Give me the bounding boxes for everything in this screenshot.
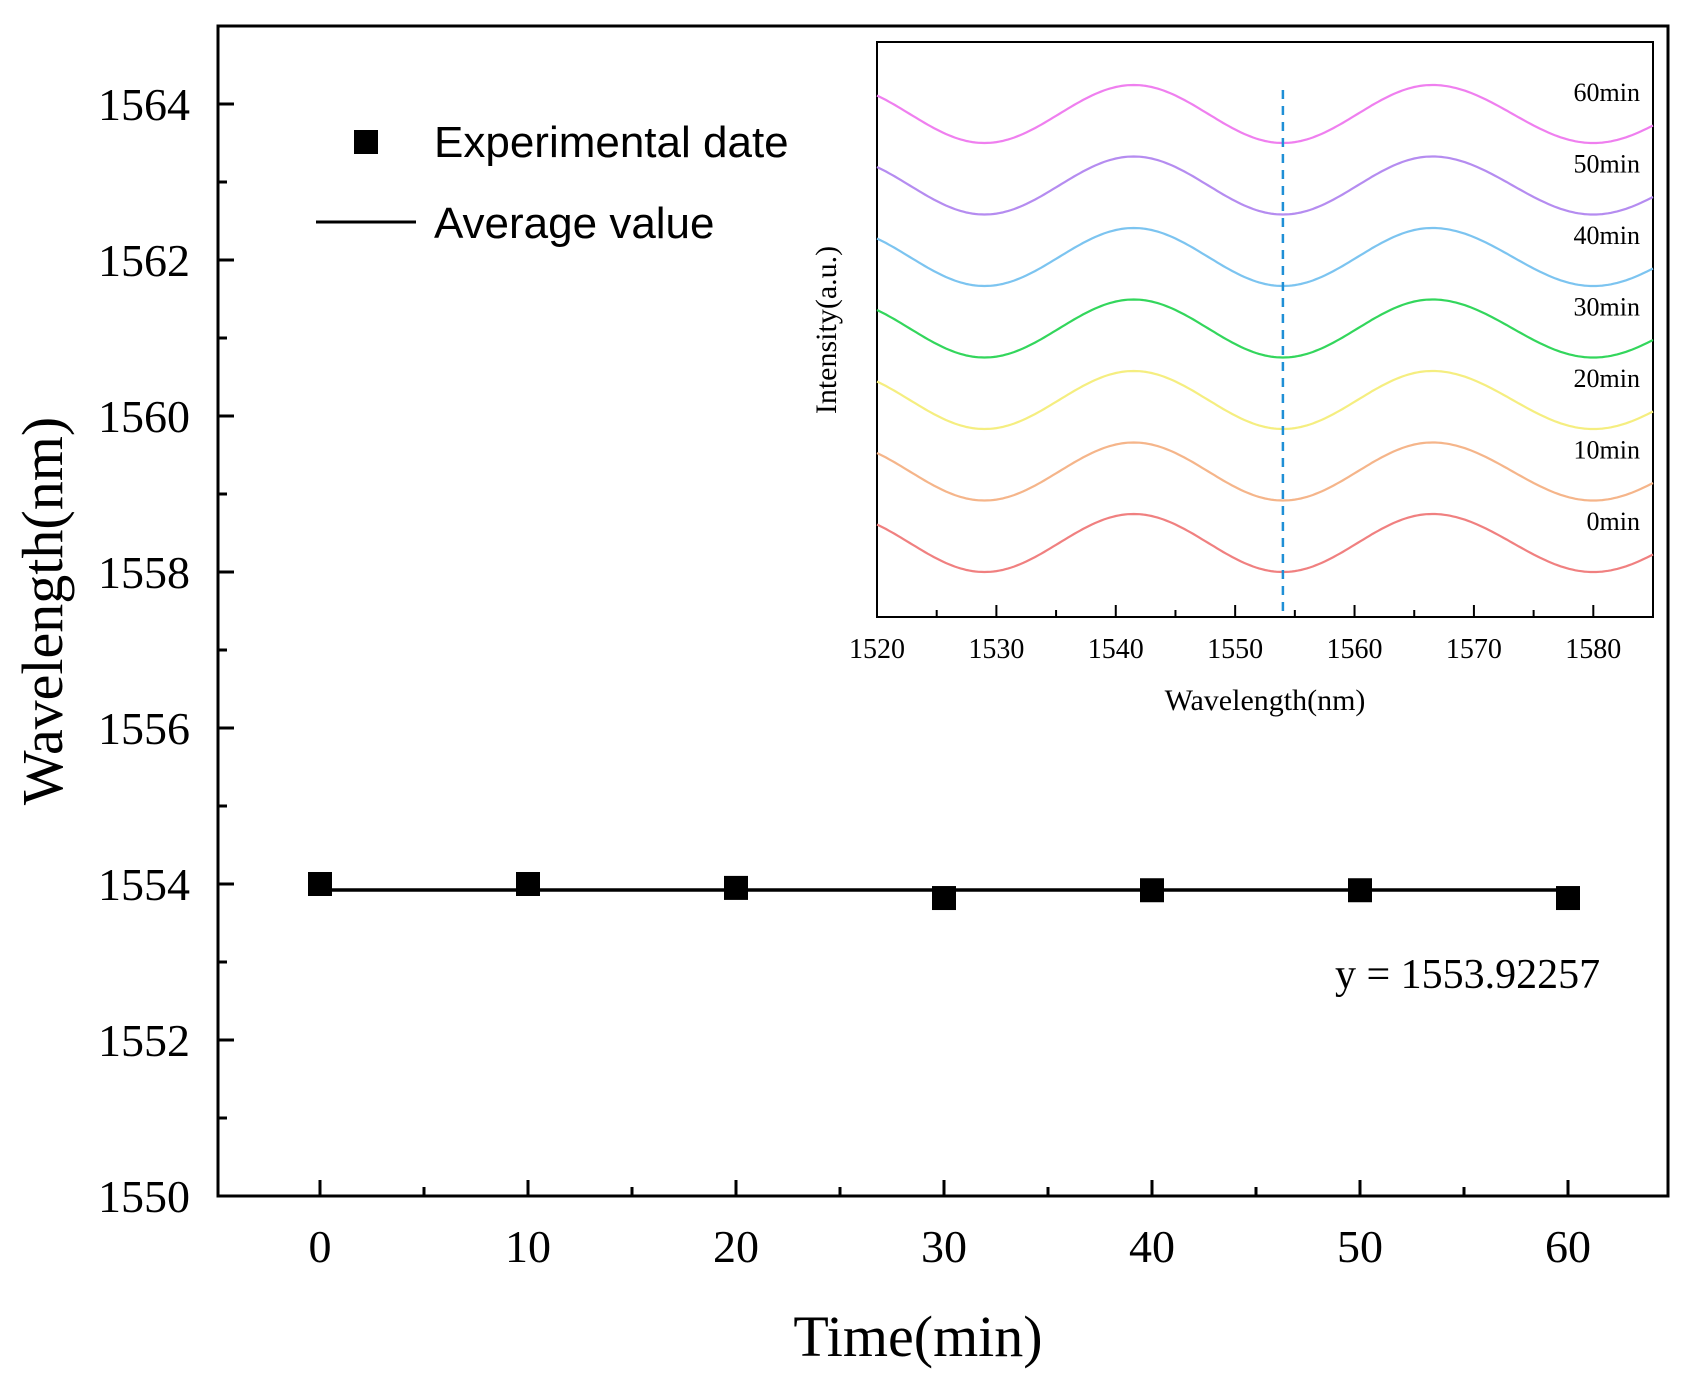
legend-label-average: Average value xyxy=(434,199,715,248)
inset-curve-50min xyxy=(876,155,1654,216)
experimental-data-point xyxy=(1556,886,1580,911)
inset-x-tick-label: 1540 xyxy=(1088,634,1144,665)
main-y-ticks: 1550 1552 1554 1556 1558 1560 1562 1564 xyxy=(98,24,234,1222)
experimental-data-point xyxy=(1348,878,1372,903)
main-y-tick-label: 1552 xyxy=(98,1015,190,1066)
main-y-axis-title: Wavelength(nm) xyxy=(10,417,75,805)
experimental-data-point xyxy=(1140,878,1164,903)
experimental-data-point xyxy=(308,872,332,896)
inset-y-axis-title: Intensity(a.u.) xyxy=(810,246,843,414)
main-x-axis-title: Time(min) xyxy=(793,1304,1042,1369)
inset-curve-0min xyxy=(876,512,1654,574)
inset-x-tick-label: 1520 xyxy=(849,634,905,665)
main-y-tick-label: 1550 xyxy=(98,1171,190,1222)
main-y-tick-label: 1564 xyxy=(98,79,190,130)
average-value-annotation: y = 1553.92257 xyxy=(1335,952,1600,998)
inset-x-axis-title: Wavelength(nm) xyxy=(1165,684,1366,717)
main-y-tick-label: 1556 xyxy=(98,703,190,754)
inset-x-tick-label: 1550 xyxy=(1207,634,1263,665)
inset-x-tick-label: 1570 xyxy=(1446,634,1502,665)
inset-x-tick-label: 1560 xyxy=(1327,634,1383,665)
main-y-tick-label: 1558 xyxy=(98,547,190,598)
inset-x-tick-label: 1530 xyxy=(968,634,1024,665)
inset-curve-10min xyxy=(876,441,1654,502)
main-x-tick-label: 20 xyxy=(713,1221,759,1272)
main-x-tick-label: 30 xyxy=(921,1221,967,1272)
inset-curve-60min xyxy=(876,83,1654,145)
inset-curve-30min xyxy=(876,298,1654,359)
inset-curve-label: 10min xyxy=(1574,436,1640,465)
main-x-tick-label: 40 xyxy=(1129,1221,1175,1272)
inset-curve-label: 0min xyxy=(1587,507,1640,536)
inset-curve-label: 20min xyxy=(1574,364,1640,393)
inset-curve-label: 60min xyxy=(1574,78,1640,107)
main-x-tick-label: 60 xyxy=(1545,1221,1591,1272)
legend-label-experimental: Experimental date xyxy=(434,118,789,167)
experimental-data-point xyxy=(516,872,540,896)
main-y-tick-label: 1562 xyxy=(98,235,190,286)
inset-curve-20min xyxy=(876,369,1654,431)
experimental-data-point xyxy=(932,886,956,911)
inset-x-tick-label: 1580 xyxy=(1565,634,1621,665)
inset-spectrum-curves xyxy=(876,83,1654,574)
legend: Experimental date Average value xyxy=(316,118,789,248)
main-x-tick-label: 50 xyxy=(1337,1221,1383,1272)
inset-curve-label: 40min xyxy=(1574,221,1640,250)
inset-plot-frame xyxy=(876,41,1654,618)
inset-curve-label: 30min xyxy=(1574,293,1640,322)
experimental-data-point xyxy=(724,875,748,900)
experimental-points-group xyxy=(308,872,1580,911)
legend-marker-square xyxy=(354,130,378,154)
main-x-ticks: 0 10 20 30 40 50 60 xyxy=(309,1180,1591,1272)
main-x-tick-label: 10 xyxy=(505,1221,551,1272)
inset-curve-label: 50min xyxy=(1574,150,1640,179)
main-x-tick-label: 0 xyxy=(309,1221,332,1272)
inset-curve-40min xyxy=(876,226,1654,288)
main-y-tick-label: 1554 xyxy=(98,859,190,910)
inset-x-ticks: 1520 1530 1540 1550 1560 1570 1580 xyxy=(849,605,1621,665)
main-y-tick-label: 1560 xyxy=(98,391,190,442)
inset-curve-labels: 0min 10min 20min 30min 40min 50min 60min xyxy=(1574,78,1640,536)
